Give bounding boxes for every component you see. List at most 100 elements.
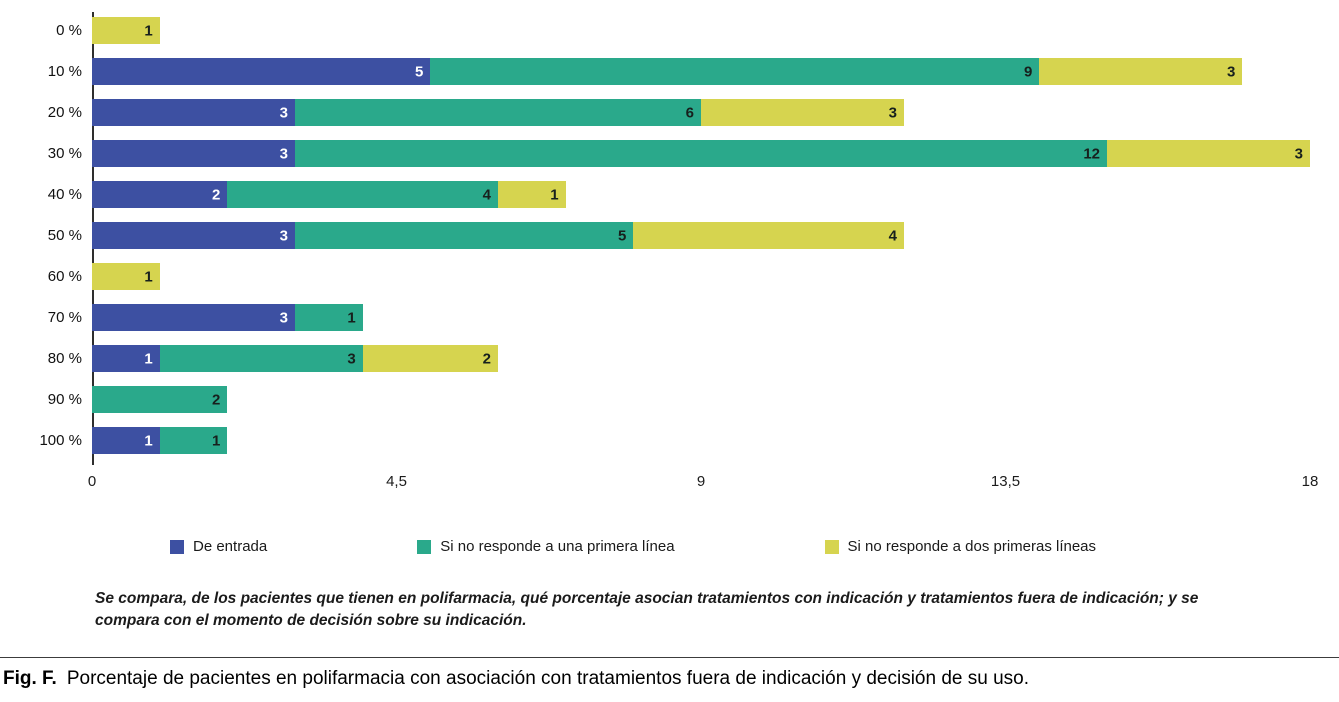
chart-row: 100 % 1 1 [10, 420, 1310, 461]
y-axis-tick-label: 70 % [47, 309, 82, 326]
bar-track: 5 9 3 [92, 58, 1310, 85]
bar-segment: 3 [92, 222, 295, 249]
bar-value-label: 4 [482, 186, 491, 203]
figure-caption-label: Fig. F. [3, 668, 57, 689]
bar-segment: 1 [92, 17, 160, 44]
bar-value-label: 3 [347, 350, 356, 367]
x-axis-tick-label: 0 [87, 473, 97, 490]
caption-divider [0, 657, 1339, 658]
bar-value-label: 1 [144, 22, 153, 39]
chart-row: 50 % 3 5 4 [10, 215, 1310, 256]
legend-label: Si no responde a dos primeras líneas [847, 538, 1097, 555]
chart-note: Se compara, de los pacientes que tienen … [95, 590, 1199, 629]
y-axis-tick-label: 30 % [47, 145, 82, 162]
y-axis-tick-label: 90 % [47, 391, 82, 408]
bar-segment: 2 [362, 345, 498, 372]
bar-track: 2 [92, 386, 1310, 413]
bar-value-label: 9 [1023, 63, 1033, 80]
bar-segment: 1 [295, 304, 363, 331]
y-axis-tick-label: 10 % [47, 63, 82, 80]
bar-value-label: 1 [144, 268, 153, 285]
bar-segment: 3 [1039, 58, 1243, 85]
bar-segment: 1 [159, 427, 228, 454]
bar-value-label: 5 [617, 227, 627, 244]
bar-segment: 3 [92, 140, 295, 167]
bar-value-label: 3 [279, 227, 288, 244]
bar-track: 1 3 2 [92, 345, 1310, 372]
x-axis: 0 4,5 9 13,5 18 [88, 473, 1319, 495]
figure-caption-text: Porcentaje de pacientes en polifarmacia … [66, 668, 1030, 689]
legend-swatch-icon [417, 539, 432, 554]
bar-segment: 2 [92, 386, 228, 413]
x-axis-tick-label: 18 [1301, 473, 1319, 490]
bar-value-label: 1 [550, 186, 559, 203]
bar-value-label: 4 [888, 227, 897, 244]
bar-value-label: 6 [685, 104, 694, 121]
y-axis-tick-label: 50 % [47, 227, 82, 244]
bar-segment: 1 [92, 345, 160, 372]
bar-track: 1 [92, 263, 1310, 290]
bar-segment: 1 [92, 263, 160, 290]
bar-segment: 3 [701, 99, 904, 126]
bar-segment: 4 [633, 222, 904, 249]
x-axis-tick-label: 4,5 [386, 473, 407, 490]
bar-segment: 6 [295, 99, 701, 126]
chart-legend: De entrada Si no responde a una primera l… [0, 538, 1339, 555]
chart-row: 70 % 3 1 [10, 297, 1310, 338]
y-axis-tick-label: 100 % [39, 432, 82, 449]
chart-row: 30 % 3 12 3 [10, 133, 1310, 174]
y-axis-tick-label: 60 % [47, 268, 82, 285]
bar-track: 3 12 3 [92, 140, 1310, 167]
bar-value-label: 2 [211, 186, 221, 203]
bar-segment: 2 [92, 181, 228, 208]
bar-segment: 3 [92, 304, 295, 331]
stacked-bar-chart: 0 % 1 10 % 5 9 3 20 % 3 6 3 30 % 3 12 3 40 % 2 4 1 50 % 3 5 4… [10, 10, 1319, 495]
bar-track: 3 5 4 [92, 222, 1310, 249]
bar-value-label: 1 [144, 350, 153, 367]
bar-value-label: 3 [279, 309, 288, 326]
bar-track: 1 [92, 17, 1310, 44]
legend-label: De entrada [193, 538, 268, 555]
y-axis-tick-label: 20 % [47, 104, 82, 121]
bar-value-label: 3 [1226, 63, 1236, 80]
legend-item: Si no responde a dos primeras líneas [824, 538, 1097, 555]
bar-value-label: 12 [1083, 145, 1100, 162]
legend-swatch-icon [824, 539, 839, 554]
legend-item: Si no responde a una primera línea [417, 538, 675, 555]
bar-segment: 5 [295, 222, 634, 249]
bar-value-label: 1 [211, 432, 221, 449]
x-axis-tick-label: 9 [696, 473, 706, 490]
bar-segment: 9 [430, 58, 1040, 85]
bar-segment: 4 [227, 181, 498, 208]
chart-row: 80 % 1 3 2 [10, 338, 1310, 379]
chart-plot-area: 0 % 1 10 % 5 9 3 20 % 3 6 3 30 % 3 12 3 40 % 2 4 1 50 % 3 5 4… [10, 10, 1310, 465]
figure-caption: Fig. F. Porcentaje de pacientes en polifa… [3, 668, 1337, 690]
bar-segment: 3 [1107, 140, 1310, 167]
y-axis-tick-label: 80 % [47, 350, 82, 367]
chart-row: 90 % 2 [10, 379, 1310, 420]
y-axis-tick-label: 0 % [56, 22, 82, 39]
bar-segment: 1 [497, 181, 566, 208]
bar-value-label: 3 [279, 104, 288, 121]
bar-value-label: 1 [347, 309, 356, 326]
x-axis-tick-label: 13,5 [990, 473, 1021, 490]
bar-value-label: 1 [144, 432, 153, 449]
chart-row: 0 % 1 [10, 10, 1310, 51]
chart-row: 10 % 5 9 3 [10, 51, 1310, 92]
bar-segment: 3 [159, 345, 363, 372]
bar-value-label: 3 [279, 145, 288, 162]
chart-row: 20 % 3 6 3 [10, 92, 1310, 133]
bar-value-label: 2 [482, 350, 491, 367]
legend-swatch-icon [170, 539, 184, 554]
bar-segment: 5 [92, 58, 431, 85]
bar-value-label: 2 [211, 391, 221, 408]
chart-row: 60 % 1 [10, 256, 1310, 297]
chart-row: 40 % 2 4 1 [10, 174, 1310, 215]
bar-segment: 12 [295, 140, 1107, 167]
bar-track: 3 6 3 [92, 99, 1310, 126]
bar-value-label: 3 [1294, 145, 1303, 162]
bar-value-label: 5 [414, 63, 424, 80]
